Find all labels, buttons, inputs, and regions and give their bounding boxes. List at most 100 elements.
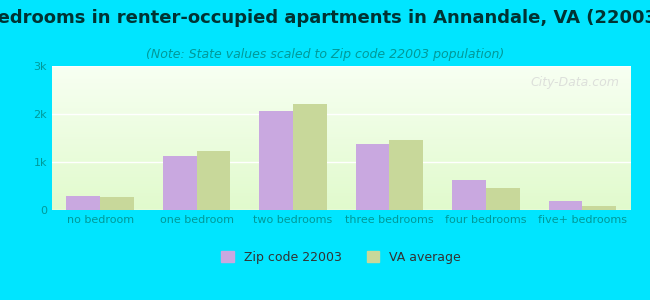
Bar	[52, 95, 630, 96]
Bar	[52, 86, 630, 88]
Bar	[389, 140, 423, 210]
Bar	[52, 193, 630, 194]
Bar	[52, 99, 630, 100]
Bar	[52, 161, 630, 163]
Bar	[52, 136, 630, 138]
Text: Bedrooms in renter-occupied apartments in Annandale, VA (22003): Bedrooms in renter-occupied apartments i…	[0, 9, 650, 27]
Bar	[52, 108, 630, 109]
Bar	[52, 129, 630, 131]
Bar	[196, 152, 230, 210]
Bar	[52, 151, 630, 152]
Bar	[52, 103, 630, 105]
Bar	[52, 112, 630, 113]
Bar	[52, 149, 630, 151]
Bar	[52, 204, 630, 206]
Bar	[66, 196, 100, 210]
Bar	[52, 80, 630, 82]
Bar	[52, 119, 630, 121]
Bar	[52, 77, 630, 79]
Bar	[52, 141, 630, 142]
Bar	[52, 79, 630, 80]
Bar	[52, 172, 630, 174]
Bar	[52, 194, 630, 196]
Bar	[52, 188, 630, 190]
Bar	[52, 164, 630, 165]
Bar	[293, 104, 327, 210]
Bar	[52, 72, 630, 73]
Bar	[52, 170, 630, 171]
Bar	[52, 142, 630, 144]
Bar	[52, 98, 630, 99]
Bar	[52, 203, 630, 204]
Bar	[52, 148, 630, 149]
Bar	[52, 118, 630, 119]
Bar	[52, 178, 630, 180]
Bar	[52, 187, 630, 188]
Bar	[52, 113, 630, 115]
Bar	[52, 135, 630, 136]
Bar	[52, 145, 630, 147]
Bar	[100, 197, 134, 210]
Bar	[52, 190, 630, 191]
Bar	[52, 93, 630, 95]
Bar	[52, 66, 630, 68]
Bar	[52, 68, 630, 69]
Bar	[52, 111, 630, 112]
Bar	[52, 171, 630, 172]
Legend: Zip code 22003, VA average: Zip code 22003, VA average	[216, 245, 466, 268]
Bar	[582, 206, 616, 210]
Bar	[52, 208, 630, 210]
Bar	[52, 157, 630, 158]
Bar	[163, 156, 196, 210]
Bar	[52, 105, 630, 106]
Bar	[52, 115, 630, 116]
Bar	[52, 185, 630, 187]
Bar	[52, 177, 630, 178]
Bar	[52, 158, 630, 160]
Bar	[52, 155, 630, 157]
Bar	[52, 191, 630, 193]
Bar	[52, 196, 630, 197]
Bar	[52, 73, 630, 75]
Bar	[52, 127, 630, 128]
Bar	[52, 140, 630, 141]
Bar	[52, 163, 630, 164]
Bar	[52, 121, 630, 122]
Bar	[52, 83, 630, 85]
Bar	[52, 85, 630, 86]
Bar	[52, 200, 630, 201]
Bar	[52, 91, 630, 92]
Bar	[52, 69, 630, 70]
Text: City-Data.com: City-Data.com	[530, 76, 619, 89]
Bar	[452, 180, 486, 210]
Bar	[52, 167, 630, 168]
Bar	[52, 89, 630, 91]
Bar	[52, 201, 630, 203]
Bar	[52, 106, 630, 108]
Bar	[52, 134, 630, 135]
Bar	[52, 181, 630, 183]
Bar	[52, 125, 630, 127]
Bar	[52, 109, 630, 111]
Bar	[52, 147, 630, 148]
Bar	[52, 165, 630, 167]
Bar	[52, 206, 630, 207]
Bar	[52, 100, 630, 102]
Bar	[52, 75, 630, 76]
Bar	[52, 122, 630, 124]
Bar	[356, 144, 389, 210]
Bar	[52, 92, 630, 93]
Bar	[52, 102, 630, 104]
Bar	[52, 138, 630, 140]
Bar	[52, 76, 630, 77]
Bar	[52, 174, 630, 176]
Bar	[52, 70, 630, 72]
Bar	[52, 197, 630, 199]
Bar	[52, 132, 630, 134]
Bar	[52, 116, 630, 118]
Bar	[52, 207, 630, 208]
Bar	[52, 168, 630, 170]
Bar	[52, 183, 630, 184]
Bar	[52, 180, 630, 181]
Bar	[52, 144, 630, 145]
